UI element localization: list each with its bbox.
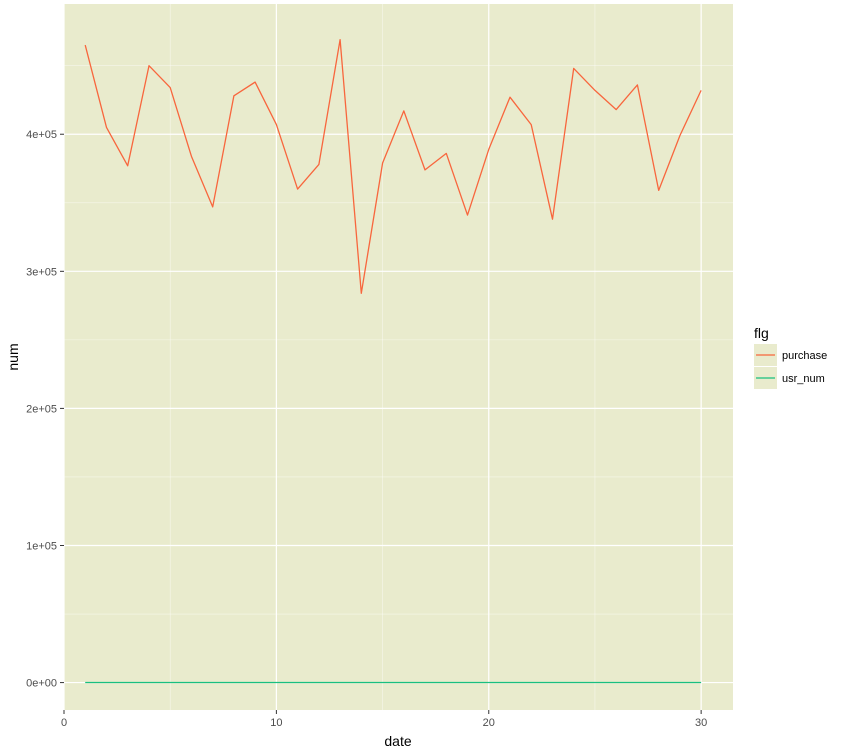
y-tick-label: 4e+05: [26, 129, 57, 141]
x-tick-label: 0: [61, 717, 67, 729]
y-tick-label: 3e+05: [26, 266, 57, 278]
y-tick-label: 0e+00: [26, 678, 57, 690]
x-tick-label: 10: [270, 717, 282, 729]
y-tick-label: 2e+05: [26, 403, 57, 415]
legend-label-usr-num: usr_num: [782, 373, 825, 385]
legend-title: flg: [754, 325, 769, 341]
y-axis-title: num: [5, 343, 21, 370]
series-layer: [84, 38, 702, 684]
legend-label-purchase: purchase: [782, 350, 827, 362]
x-tick-label: 30: [695, 717, 707, 729]
legend: flg purchase usr_num: [754, 325, 827, 389]
panel-background: [64, 4, 733, 710]
x-tick-label: 20: [483, 717, 495, 729]
minor-grid: [64, 4, 733, 710]
y-axis: 0e+00 1e+05 2e+05 3e+05 4e+05: [26, 129, 64, 690]
x-axis: 0 10 20 30: [61, 710, 707, 729]
series-line-purchase: [84, 38, 702, 294]
major-grid: [63, 4, 733, 710]
y-tick-label: 1e+05: [26, 540, 57, 552]
x-axis-title: date: [384, 733, 411, 748]
